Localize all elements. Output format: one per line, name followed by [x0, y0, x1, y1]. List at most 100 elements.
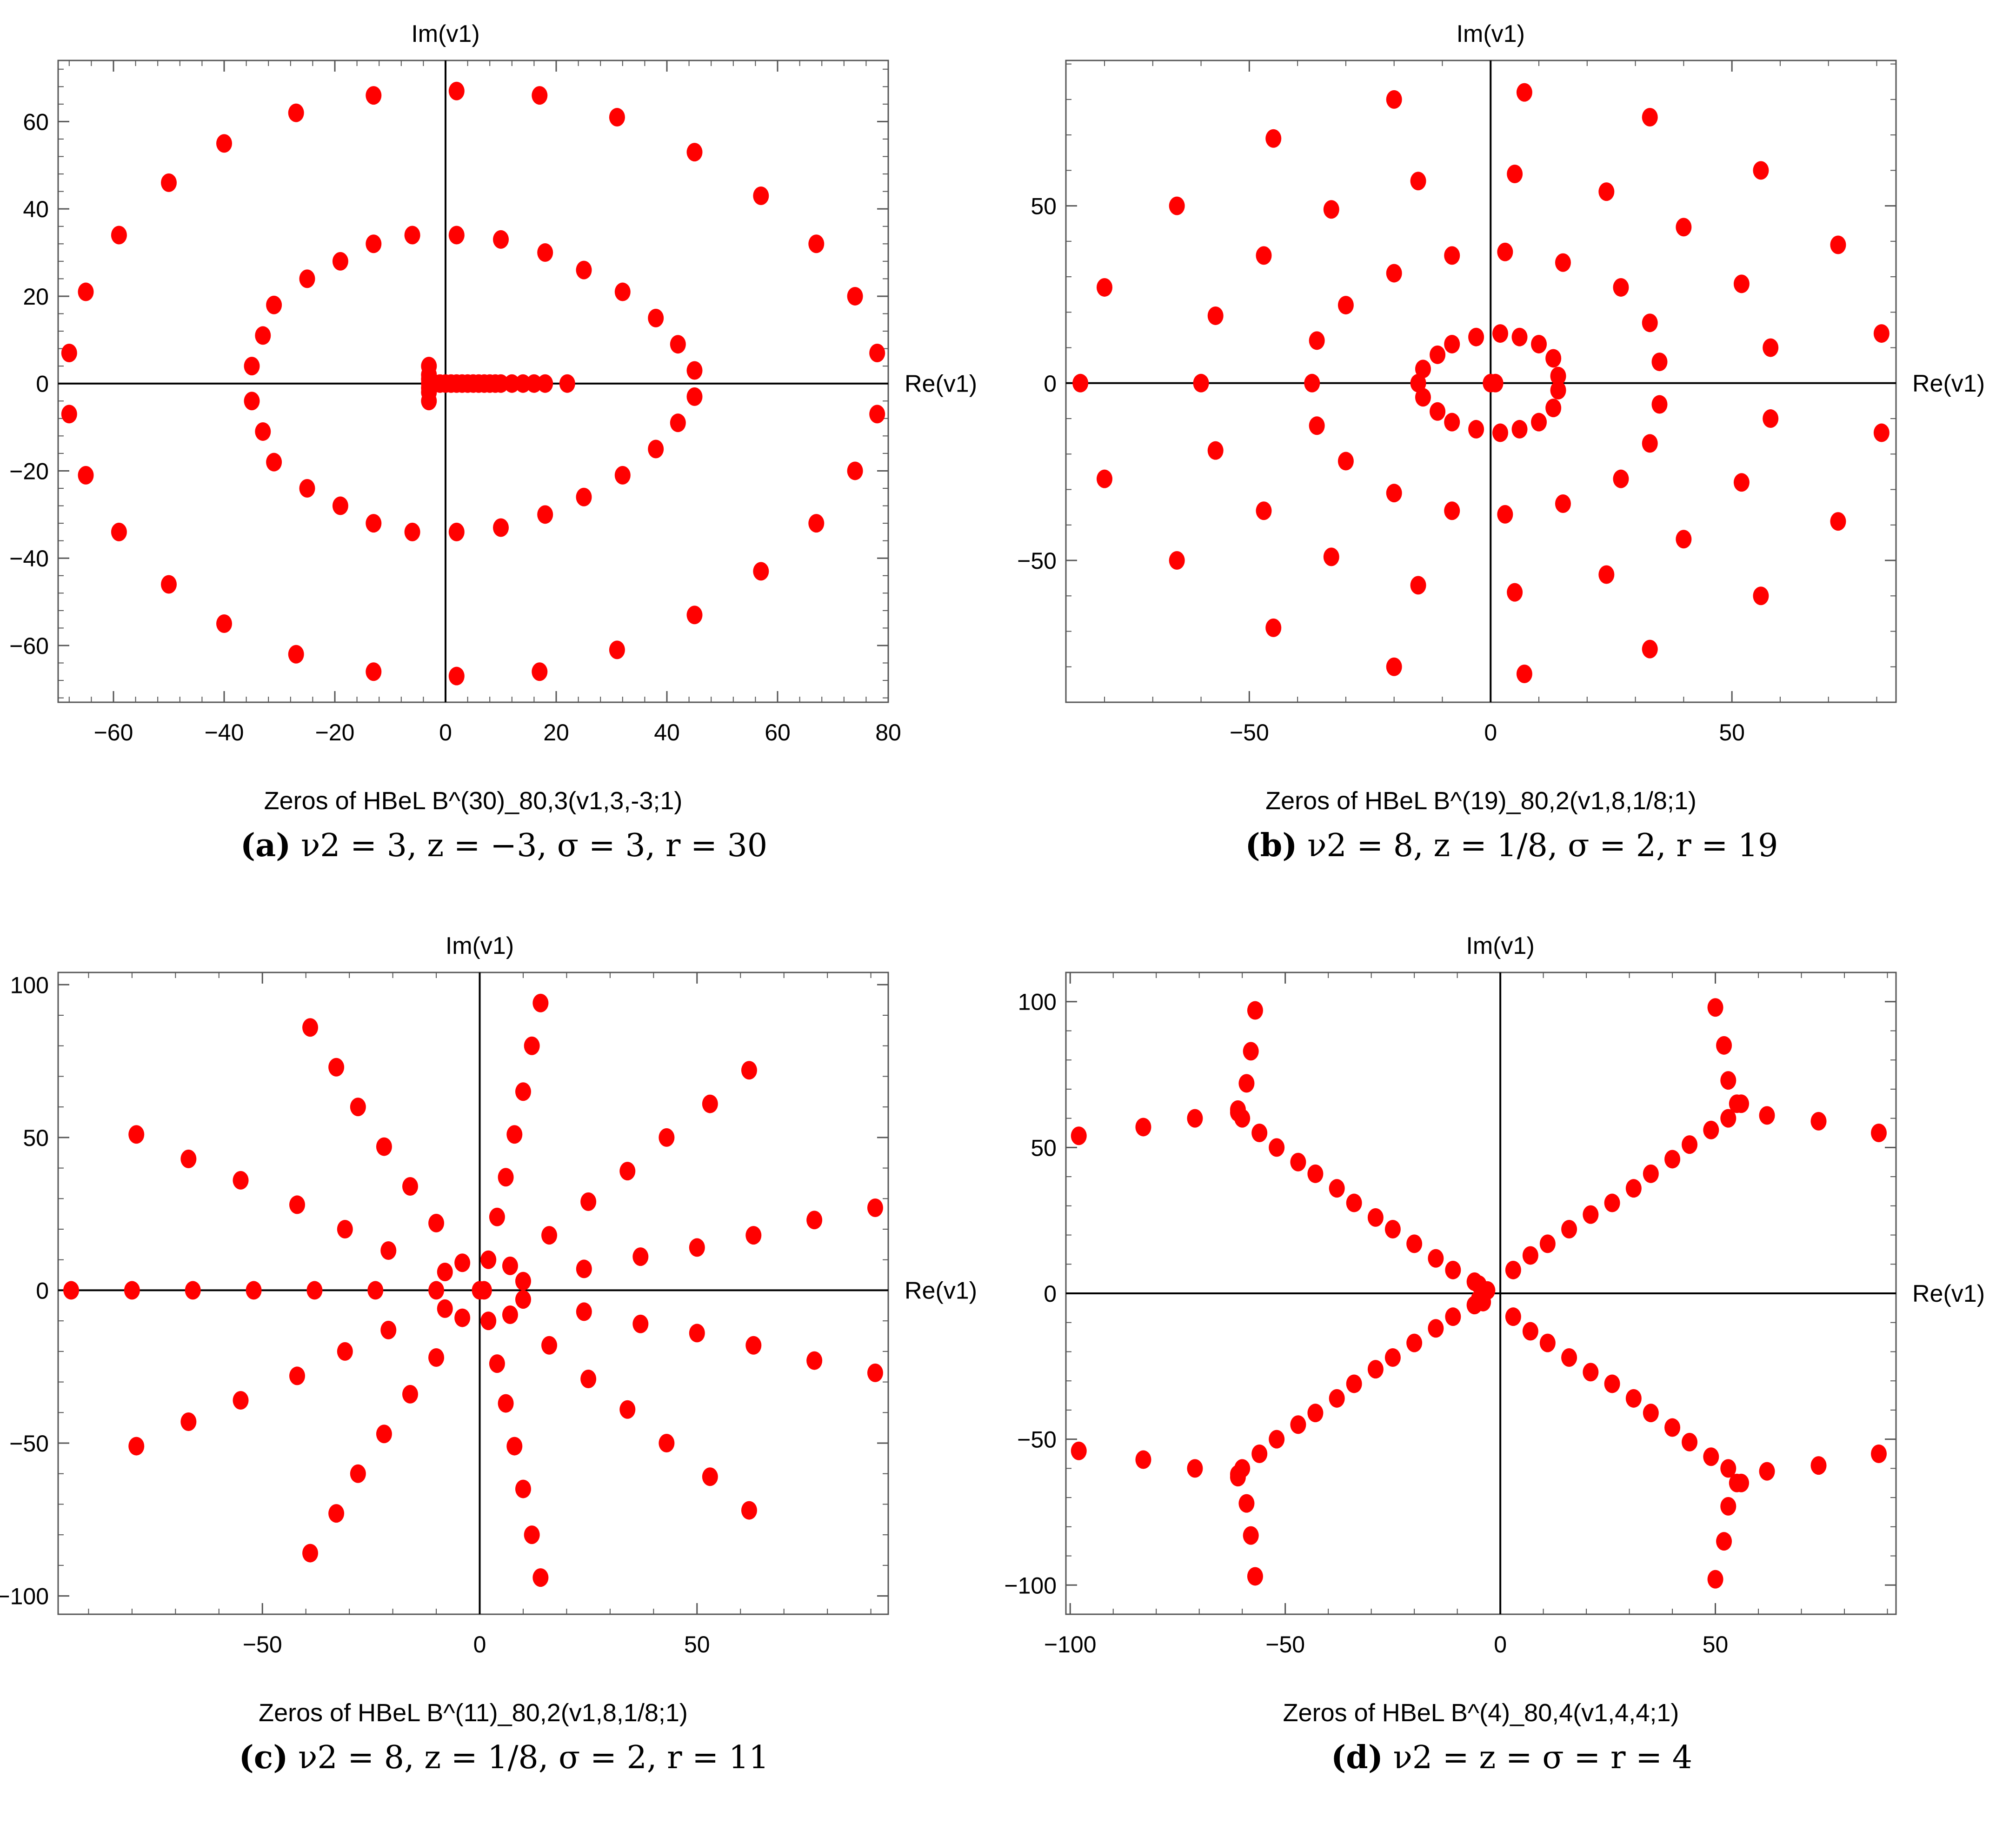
y-tick-label-c: 100 [10, 972, 49, 998]
chart-title-d: Zeros of HBeL B^(4)_80,4(v1,4,4;1) [1283, 1699, 1679, 1727]
data-point-b [1642, 107, 1658, 126]
data-point-a [504, 374, 520, 393]
y-tick-label-b: 50 [1031, 193, 1057, 220]
caption-c: (c) ν2 = 8, z = 1/8, σ = 2, r = 11 [239, 1739, 769, 1776]
y-tick-label-d: 50 [1031, 1135, 1057, 1161]
plot-frame-a [57, 60, 889, 703]
chart-panel-c: −50 0 50 −100 −50 0 50 100 Im(v1) Re(v1) Zeros of … [0, 912, 1008, 1824]
x-tick-label-b: −50 [1230, 719, 1269, 746]
data-point-b [1516, 83, 1532, 102]
data-point-a [299, 479, 315, 498]
x-tick-label-d: −100 [1044, 1631, 1097, 1658]
data-point-d [1759, 1106, 1775, 1125]
data-point-a [493, 518, 509, 537]
data-point-c [289, 1366, 306, 1385]
x-tick-label-b: 0 [1484, 719, 1497, 746]
caption-b: (b) ν2 = 8, z = 1/8, σ = 2, r = 19 [1245, 827, 1778, 864]
data-point-b [1256, 246, 1272, 265]
data-point-d [1539, 1234, 1556, 1253]
data-point-d [1251, 1445, 1268, 1463]
data-point-c [180, 1149, 197, 1168]
data-point-d [1367, 1208, 1384, 1227]
data-point-a [686, 143, 703, 162]
chart-panel-d: −100 −50 0 50 −100 −50 0 50 100 Im(v1) Re(v1) Zeros… [1004, 912, 2016, 1824]
data-point-b [1651, 395, 1668, 414]
data-point-d [1664, 1418, 1681, 1437]
data-point-c [63, 1281, 80, 1300]
data-point-d [1071, 1126, 1087, 1145]
data-point-c [576, 1302, 592, 1321]
data-point-d [1561, 1348, 1577, 1367]
data-point-b [1169, 196, 1185, 215]
data-point-c [302, 1544, 319, 1563]
data-point-c [806, 1211, 823, 1230]
data-point-d [1329, 1179, 1345, 1198]
x-axis-label-a: Re(v1) [905, 371, 977, 398]
caption-a: (a) ν2 = 3, z = −3, σ = 3, r = 30 [240, 827, 768, 864]
data-point-b [1444, 501, 1460, 520]
data-point-b [1072, 373, 1089, 393]
data-point-b [1753, 586, 1769, 606]
caption-d: (d) ν2 = z = σ = r = 4 [1331, 1739, 1692, 1776]
data-point-d [1522, 1322, 1538, 1341]
data-point-d [1682, 1135, 1698, 1154]
data-point-c [246, 1281, 262, 1300]
y-tick-label-a: 0 [36, 371, 49, 397]
data-point-d [1307, 1164, 1324, 1183]
chart-title-a: Zeros of HBeL B^(30)_80,3(v1,3,-3;1) [264, 787, 683, 815]
data-point-d [1759, 1462, 1775, 1481]
data-point-a [216, 614, 232, 633]
data-point-a [670, 413, 686, 433]
data-point-a [537, 243, 553, 262]
data-point-c [402, 1385, 418, 1404]
data-point-c [515, 1271, 531, 1291]
data-point-d [1406, 1234, 1423, 1253]
data-point-d [1307, 1404, 1324, 1423]
data-point-d [1251, 1124, 1268, 1142]
data-point-b [1555, 253, 1571, 272]
data-point-d [1290, 1152, 1306, 1172]
data-point-b [1097, 469, 1113, 488]
data-point-d [1346, 1374, 1362, 1393]
data-point-d [1290, 1415, 1306, 1434]
data-point-b [1511, 419, 1528, 439]
scatter-plot-d: −100 −50 0 50 −100 −50 0 50 100 Im(v1) Re(v1) Zeros… [1004, 932, 1985, 1727]
data-point-c [867, 1363, 883, 1382]
data-point-c [328, 1504, 345, 1523]
data-point-c [437, 1299, 453, 1318]
data-point-d [1187, 1459, 1203, 1478]
data-point-c [380, 1241, 397, 1260]
data-point-a [404, 522, 420, 541]
data-point-c [502, 1305, 518, 1324]
data-point-d [1329, 1389, 1345, 1408]
data-point-c [689, 1238, 705, 1257]
data-point-a [216, 134, 232, 153]
data-point-a [753, 562, 769, 581]
data-point-b [1309, 416, 1325, 435]
data-point-a [299, 269, 315, 288]
data-point-c [741, 1501, 757, 1520]
data-point-a [526, 374, 542, 393]
data-point-c [532, 1568, 549, 1587]
data-point-c [302, 1018, 319, 1037]
data-point-c [532, 993, 549, 1012]
data-point-b [1545, 349, 1562, 368]
y-tick-label-c: −100 [0, 1584, 49, 1610]
data-point-d [1720, 1109, 1737, 1128]
data-point-d [1406, 1333, 1423, 1352]
data-point-a [161, 173, 177, 192]
data-point-a [366, 234, 382, 253]
data-point-a [266, 295, 282, 314]
data-point-d [1707, 998, 1723, 1017]
scatter-plot-a: −60 −40 −20 0 20 40 60 80 −60 −40 −20 0 20 40 60 Im(v1)… [9, 20, 977, 815]
data-point-c [337, 1342, 353, 1361]
data-point-a [421, 392, 437, 411]
data-point-a [559, 374, 575, 393]
data-point-c [367, 1281, 384, 1300]
data-point-c [867, 1198, 883, 1217]
data-point-c [185, 1281, 201, 1300]
data-point-c [350, 1098, 366, 1117]
data-point-d [1703, 1120, 1719, 1139]
data-point-b [1613, 278, 1629, 297]
data-point-a [266, 453, 282, 472]
